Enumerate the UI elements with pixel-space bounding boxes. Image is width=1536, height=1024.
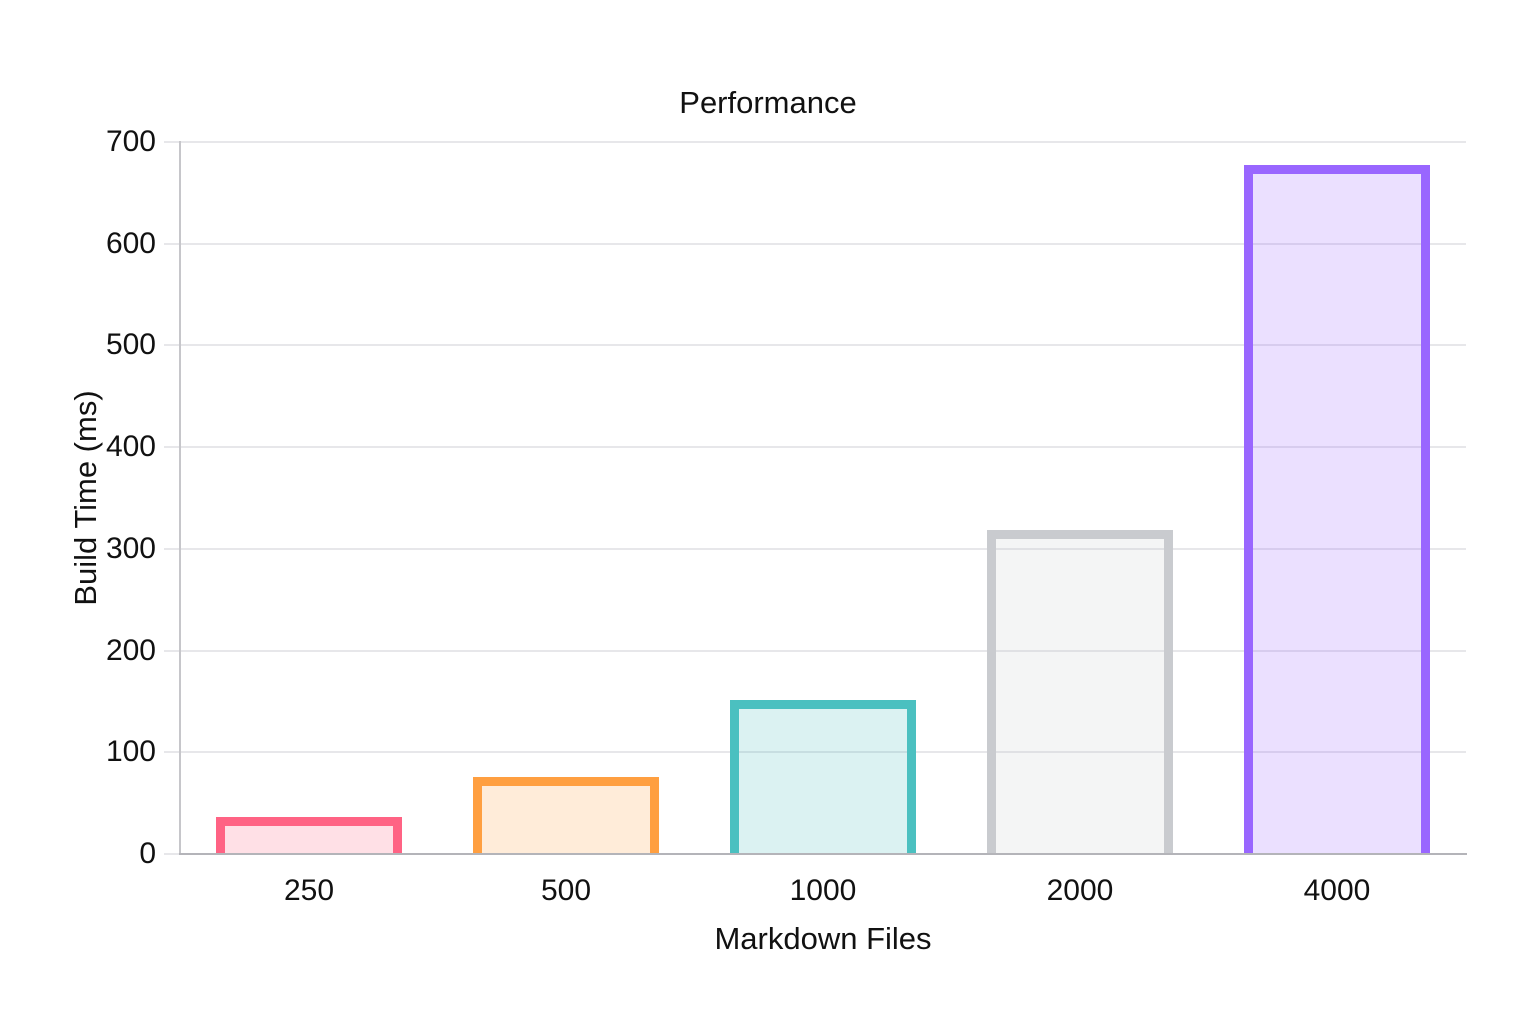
gridline <box>164 751 1466 753</box>
bar-2000 <box>987 530 1173 853</box>
x-tick-label: 2000 <box>1046 874 1114 907</box>
bar-4000 <box>1244 165 1430 853</box>
bar-250 <box>216 817 402 853</box>
y-axis-line <box>179 141 181 854</box>
y-axis-title: Build Time (ms) <box>68 390 103 606</box>
x-tick-label: 500 <box>540 874 592 907</box>
y-tick-label: 300 <box>105 532 156 565</box>
y-tick-label: 200 <box>105 634 156 667</box>
axis-tick <box>164 853 180 855</box>
gridline <box>164 548 1466 550</box>
gridline <box>164 446 1466 448</box>
x-tick-label: 250 <box>283 874 335 907</box>
y-tick-label: 400 <box>105 430 156 463</box>
x-tick-label: 1000 <box>789 874 857 907</box>
y-tick-label: 700 <box>105 125 156 158</box>
plot-area <box>180 142 1466 854</box>
gridline <box>164 650 1466 652</box>
x-axis-line <box>179 853 1467 855</box>
y-tick-label: 0 <box>139 837 156 870</box>
y-tick-label: 600 <box>105 227 156 260</box>
x-axis-title: Markdown Files <box>714 921 932 956</box>
gridline <box>164 243 1466 245</box>
y-tick-label: 500 <box>105 328 156 361</box>
gridline <box>164 344 1466 346</box>
x-tick-label: 4000 <box>1303 874 1371 907</box>
chart-title: Performance <box>679 85 857 120</box>
gridline <box>164 141 1466 143</box>
bar-1000 <box>730 700 916 853</box>
bar-500 <box>473 777 659 853</box>
y-tick-label: 100 <box>105 735 156 768</box>
